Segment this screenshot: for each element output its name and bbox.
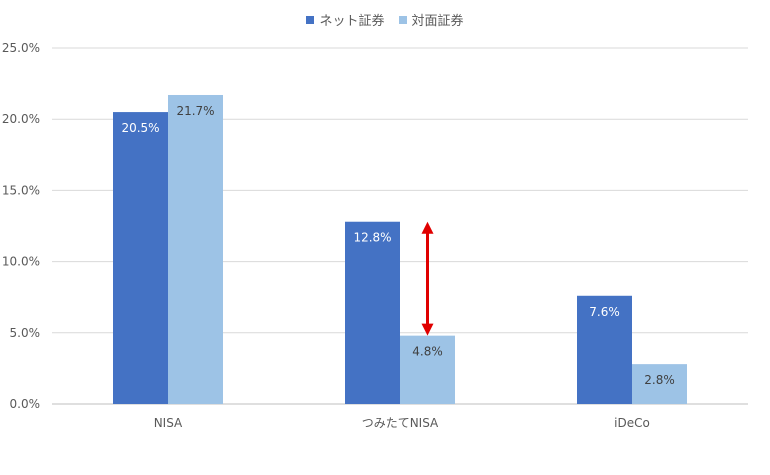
y-tick-label: 20.0%	[2, 112, 40, 126]
data-label: 20.5%	[121, 121, 159, 135]
x-category-label: iDeCo	[614, 416, 650, 430]
x-category-label: NISA	[154, 416, 183, 430]
legend-item-net: ネット証券	[306, 10, 385, 29]
bar	[113, 112, 168, 404]
bar	[400, 335, 455, 404]
y-tick-label: 0.0%	[10, 397, 41, 411]
bar	[345, 221, 400, 404]
y-tick-label: 25.0%	[2, 41, 40, 55]
y-tick-label: 5.0%	[10, 326, 41, 340]
bar	[168, 94, 223, 404]
legend-label-net: ネット証券	[319, 14, 385, 29]
data-label: 21.7%	[176, 104, 214, 118]
data-label: 2.8%	[644, 373, 675, 387]
bar	[577, 295, 632, 404]
data-label: 4.8%	[412, 345, 443, 359]
data-label: 7.6%	[589, 305, 620, 319]
legend-swatch-face	[398, 15, 407, 24]
legend: ネット証券 対面証券	[0, 10, 770, 29]
difference-arrow	[421, 221, 434, 336]
bar	[632, 364, 687, 404]
y-tick-label: 10.0%	[2, 255, 40, 269]
x-category-label: つみたてNISA	[362, 416, 439, 430]
data-label: 12.8%	[353, 231, 391, 245]
legend-swatch-net	[306, 15, 315, 24]
y-tick-label: 15.0%	[2, 183, 40, 197]
legend-label-face: 対面証券	[411, 14, 464, 29]
legend-item-face: 対面証券	[398, 10, 464, 29]
